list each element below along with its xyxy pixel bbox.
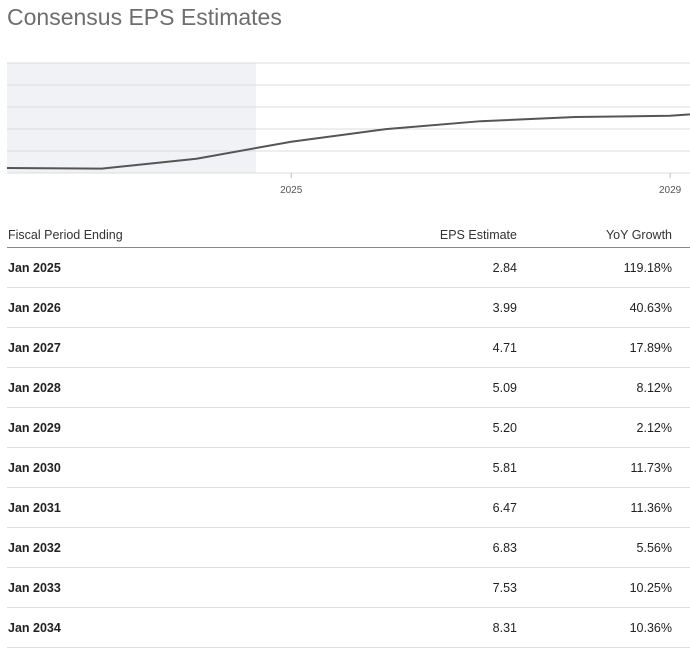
- table-cell: 8.31: [336, 607, 521, 648]
- historical-shade: [7, 63, 256, 173]
- column-header: EPS Estimate: [336, 222, 521, 248]
- x-tick-label: 2025: [280, 185, 303, 196]
- table-row: Jan 2025 2.84 119.18%: [7, 247, 690, 288]
- table-row: Jan 2026 3.99 40.63%: [7, 287, 690, 328]
- column-header: Fiscal Period Ending: [7, 222, 336, 248]
- x-tick-label: 2029: [659, 185, 682, 196]
- table-cell: 40.63%: [521, 287, 690, 328]
- table-cell: 6.47: [336, 487, 521, 528]
- table-cell: Jan 2027: [7, 327, 336, 368]
- table-cell: Jan 2025: [7, 247, 336, 288]
- table-cell: Jan 2033: [7, 567, 336, 608]
- table-cell: Jan 2031: [7, 487, 336, 528]
- table-cell: 10.25%: [521, 567, 690, 608]
- table-cell: 5.56%: [521, 527, 690, 568]
- table-cell: Jan 2029: [7, 407, 336, 448]
- table-row: Jan 2029 5.20 2.12%: [7, 407, 690, 448]
- line: [6, 113, 690, 170]
- table-row: Jan 2032 6.83 5.56%: [7, 527, 690, 568]
- table-cell: 17.89%: [521, 327, 690, 368]
- table-cell: 8.12%: [521, 367, 690, 408]
- table-cell: Jan 2030: [7, 447, 336, 488]
- table-row: Jan 2034 8.31 10.36%: [7, 607, 690, 648]
- table-cell: 119.18%: [521, 247, 690, 288]
- table-row: Jan 2033 7.53 10.25%: [7, 567, 690, 608]
- table-cell: 4.71: [336, 327, 521, 368]
- table-cell: Jan 2034: [7, 607, 336, 648]
- table-cell: 10.36%: [521, 607, 690, 648]
- table-cell: 3.99: [336, 287, 521, 328]
- table-cell: 5.20: [336, 407, 521, 448]
- table-cell: 2.84: [336, 247, 521, 288]
- table-cell: 5.09: [336, 367, 521, 408]
- table-row: Jan 2027 4.71 17.89%: [7, 327, 690, 368]
- table-cell: Jan 2026: [7, 287, 336, 328]
- chart: 2025 2029: [6, 62, 690, 196]
- table-row: Jan 2030 5.81 11.73%: [7, 447, 690, 488]
- table-cell: 6.83: [336, 527, 521, 568]
- page-title: Consensus EPS Estimates: [7, 4, 282, 30]
- table-cell: 2.12%: [521, 407, 690, 448]
- table-cell: 5.81: [336, 447, 521, 488]
- table-cell: Jan 2028: [7, 367, 336, 408]
- table-cell: Jan 2032: [7, 527, 336, 568]
- table-cell: 11.73%: [521, 447, 690, 488]
- table-cell: 11.36%: [521, 487, 690, 528]
- table-cell: 7.53: [336, 567, 521, 608]
- table-row: Jan 2028 5.09 8.12%: [7, 367, 690, 408]
- table-header: Fiscal Period Ending EPS Estimate YoY Grow…: [7, 222, 690, 248]
- table-row: Jan 2031 6.47 11.36%: [7, 487, 690, 528]
- estimates-table: Fiscal Period Ending EPS Estimate YoY Grow…: [7, 222, 690, 648]
- column-header: YoY Growth: [521, 222, 690, 248]
